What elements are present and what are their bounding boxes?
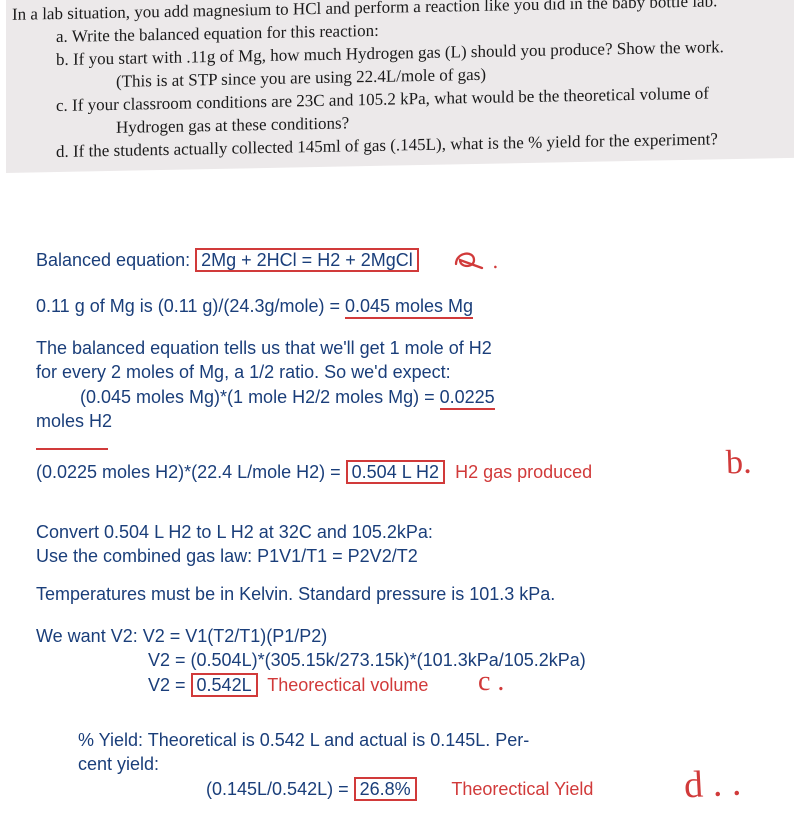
balanced-equation: 2Mg + 2HCl = H2 + 2MgCl: [195, 248, 419, 272]
v2-answer: 0.542L: [191, 673, 258, 697]
theoretical-volume-note: Theorectical volume: [267, 675, 428, 695]
moles-answer: 0.045 moles Mg: [345, 296, 473, 319]
v2-block: We want V2: V2 = V1(T2/T1)(P1/P2) V2 = (…: [36, 624, 766, 697]
moles-text: 0.11 g of Mg is (0.11 g)/(24.3g/mole) =: [36, 296, 345, 316]
volume-note: H2 gas produced: [455, 462, 592, 482]
ratio-line-3: moles H2: [36, 409, 766, 433]
v2-line-1: We want V2: V2 = V1(T2/T1)(P1/P2): [36, 624, 766, 648]
annotation-c: c .: [478, 666, 504, 698]
balanced-label: Balanced equation:: [36, 250, 195, 270]
theoretical-yield-note: Theorectical Yield: [451, 779, 593, 799]
convert-block: Convert 0.504 L H2 to L H2 at 32C and 10…: [36, 520, 766, 569]
loop-annotation-a: [452, 246, 486, 274]
ratio-line-2: for every 2 moles of Mg, a 1/2 ratio. So…: [36, 360, 766, 384]
question-block: In a lab situation, you add magnesium to…: [6, 0, 794, 173]
volume-answer: 0.504 L H2: [346, 460, 445, 484]
yield-line-1: % Yield: Theoretical is 0.542 L and actu…: [78, 728, 718, 752]
ratio-calc: (0.045 moles Mg)*(1 mole H2/2 moles Mg) …: [80, 387, 440, 407]
yield-line-2: cent yield:: [78, 752, 718, 776]
yield-calc: (0.145L/0.542L) =: [206, 779, 354, 799]
convert-line-1: Convert 0.504 L H2 to L H2 at 32C and 10…: [36, 520, 766, 544]
annotation-b: b.: [725, 444, 752, 483]
yield-block: % Yield: Theoretical is 0.542 L and actu…: [78, 728, 718, 801]
red-dash-mark: [36, 448, 108, 450]
convert-line-2: Use the combined gas law: P1V1/T1 = P2V2…: [36, 544, 766, 568]
ratio-line-1: The balanced equation tells us that we'l…: [36, 336, 766, 360]
balanced-equation-line: Balanced equation: 2Mg + 2HCl = H2 + 2Mg…: [36, 248, 766, 272]
ratio-block: The balanced equation tells us that we'l…: [36, 336, 766, 433]
ratio-answer: 0.0225: [440, 387, 495, 410]
annotation-d: d . .: [683, 761, 742, 808]
v2-line-3a: V2 =: [148, 675, 191, 695]
moles-line: 0.11 g of Mg is (0.11 g)/(24.3g/mole) = …: [36, 294, 766, 318]
v2-line-2: V2 = (0.504L)*(305.15k/273.15k)*(101.3kP…: [36, 648, 766, 672]
volume-line: (0.0225 moles H2)*(22.4 L/mole H2) = 0.5…: [36, 460, 766, 484]
yield-answer: 26.8%: [354, 777, 417, 801]
temps-note: Temperatures must be in Kelvin. Standard…: [36, 582, 766, 606]
page: In a lab situation, you add magnesium to…: [0, 0, 800, 835]
volume-calc: (0.0225 moles H2)*(22.4 L/mole H2) =: [36, 462, 346, 482]
